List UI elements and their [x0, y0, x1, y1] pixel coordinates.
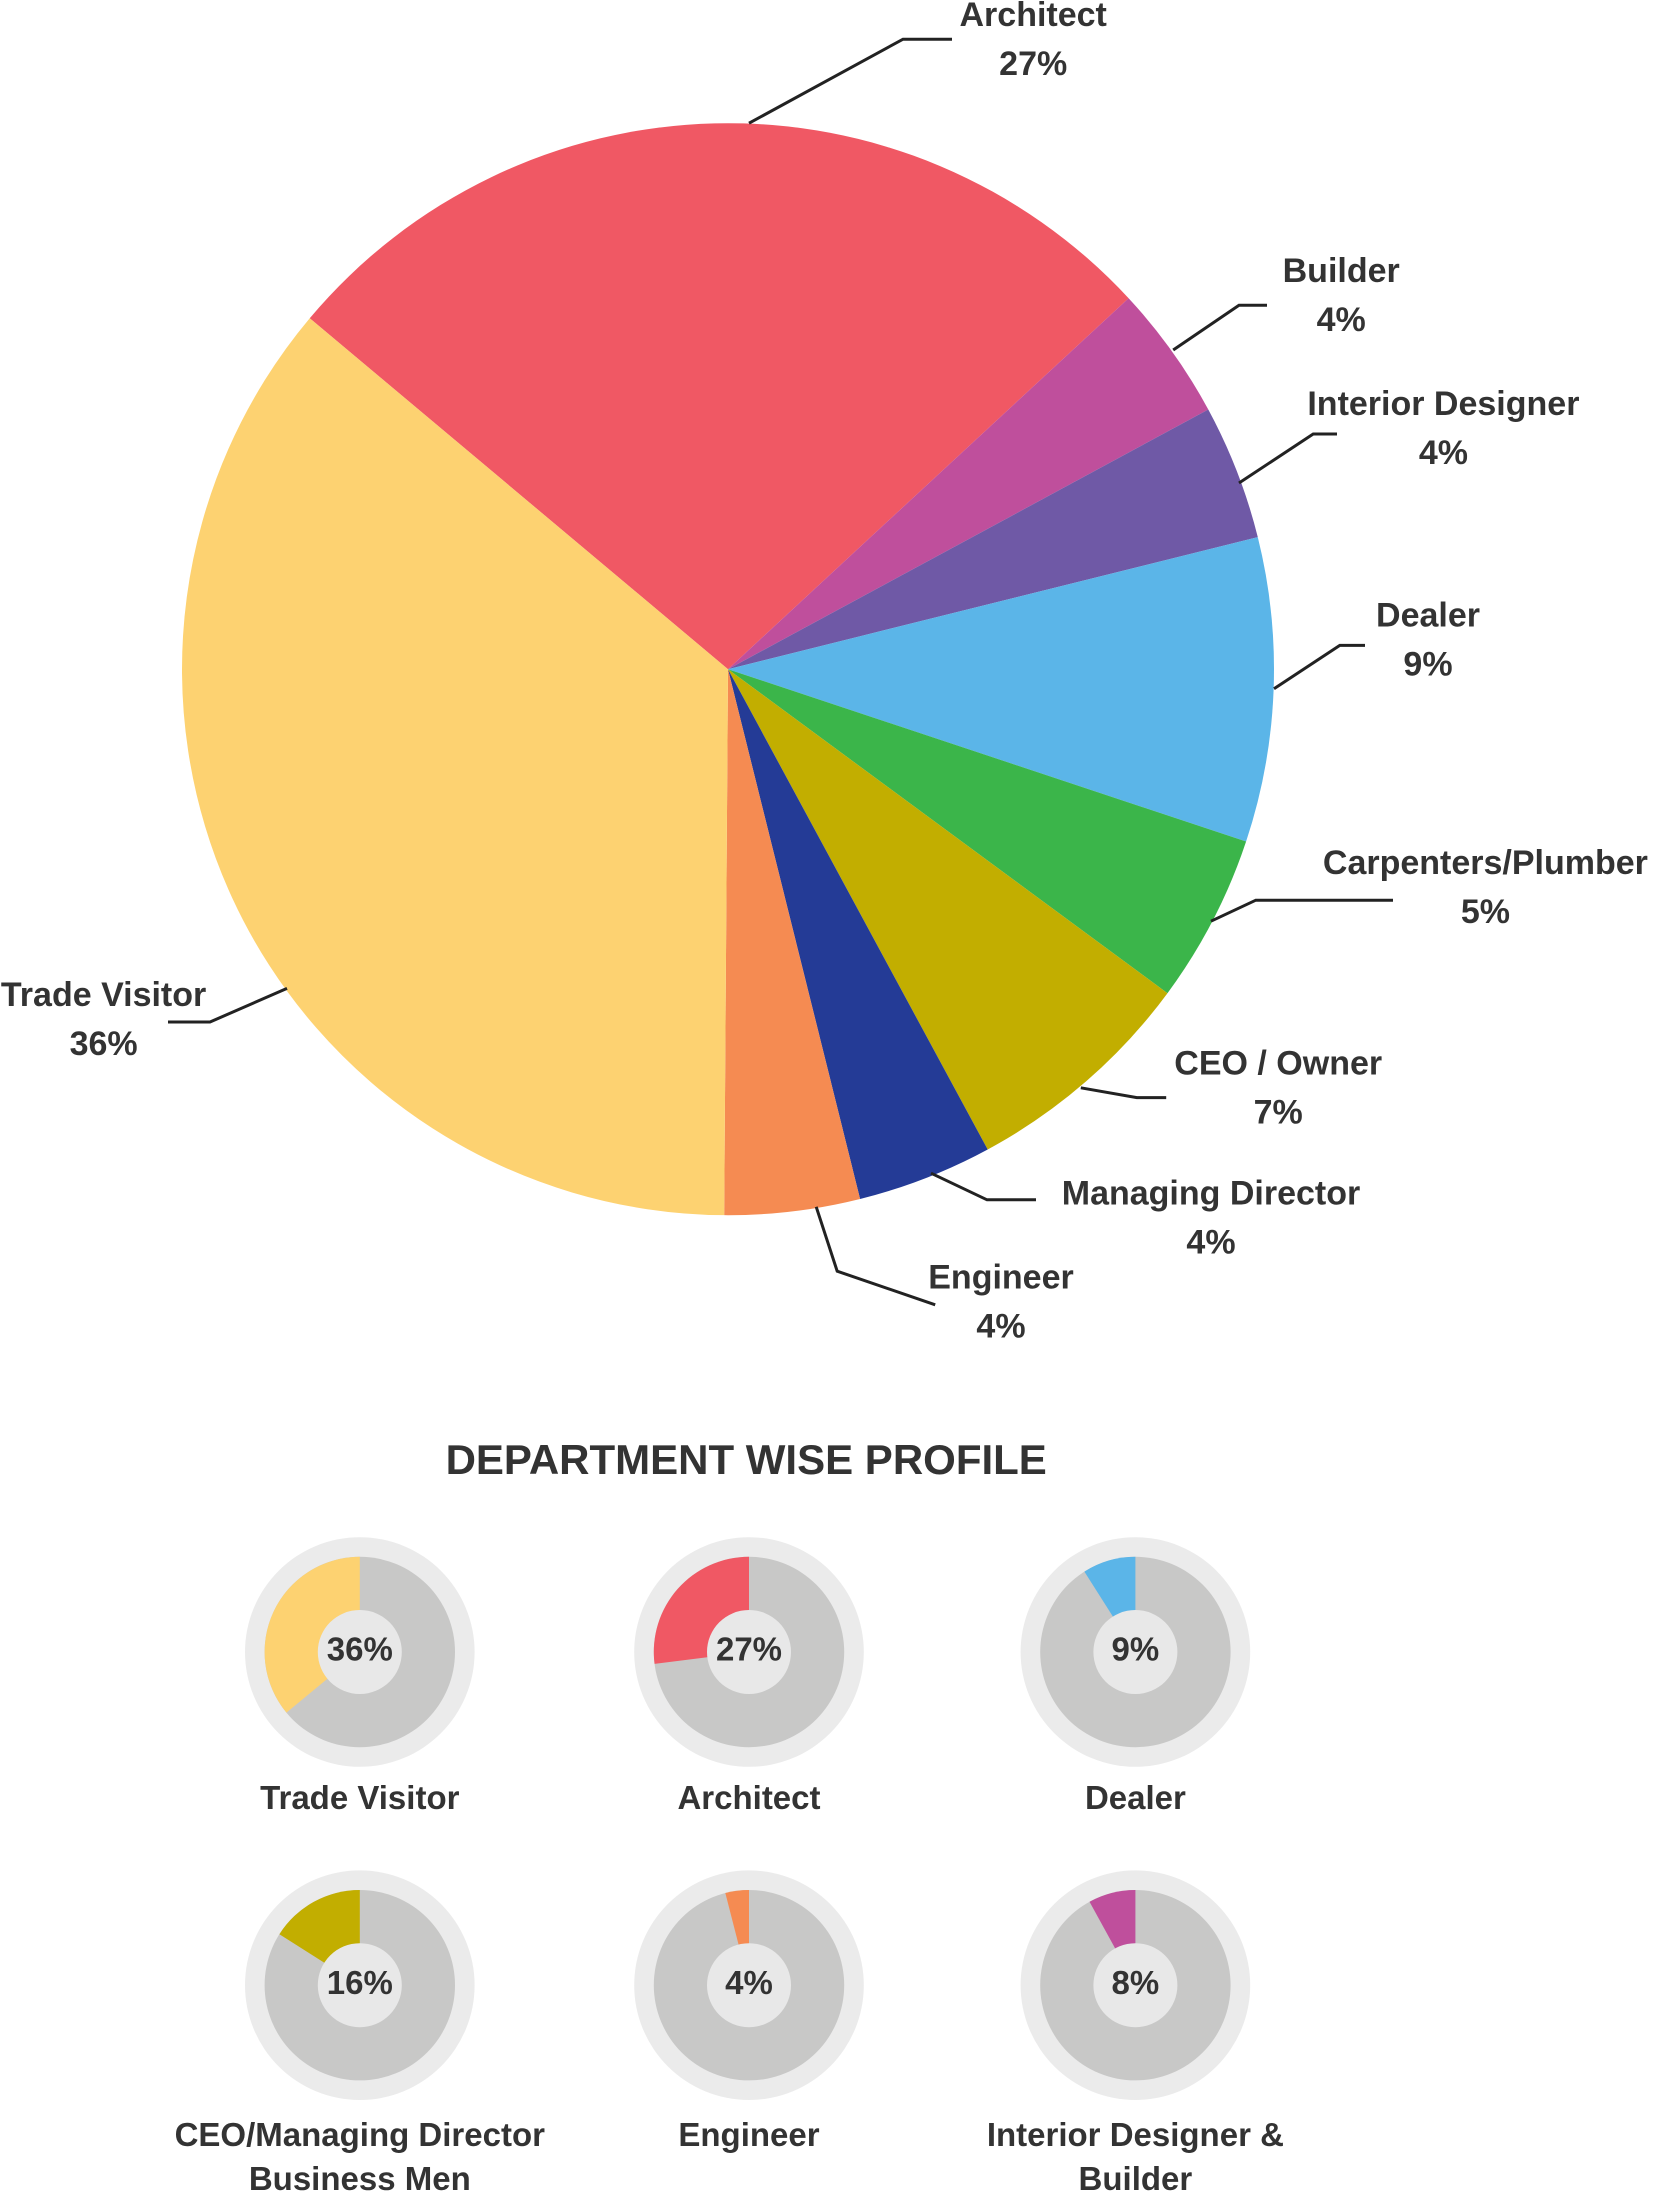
slice-value: 5% [1461, 893, 1510, 931]
donut-label: Interior Designer & Builder [986, 2116, 1284, 2197]
pie-slice [309, 123, 1129, 670]
slice-label: Interior Designer [1307, 385, 1579, 423]
slice-label: Architect [960, 0, 1107, 34]
leader-line [1238, 432, 1337, 485]
pie-slice [181, 318, 728, 1216]
pie-slice [728, 409, 1258, 670]
slice-value: 4% [1186, 1224, 1235, 1262]
slice-value: 4% [1317, 301, 1366, 339]
donut-label: Engineer [678, 2116, 820, 2153]
donut-value: 36% [327, 1631, 393, 1668]
pie-slice [728, 669, 1168, 1150]
leader-line [1273, 643, 1365, 691]
slice-value: 7% [1254, 1093, 1303, 1131]
leader-line [1210, 898, 1393, 923]
donut-value: 16% [327, 1964, 393, 2001]
donut-center [1093, 1943, 1178, 2028]
slice-value: 27% [999, 45, 1067, 83]
donut-center [707, 1943, 791, 2028]
slice-value: 4% [1419, 434, 1468, 472]
leader-line [814, 1206, 936, 1307]
donut-value: 8% [1112, 1964, 1160, 2001]
slice-value: 4% [976, 1308, 1025, 1346]
slice-label: Builder [1283, 252, 1400, 290]
donut-center [707, 1610, 791, 1694]
pie-slice [724, 669, 861, 1216]
slice-label: Managing Director [1062, 1175, 1360, 1213]
slice-label: Dealer [1376, 596, 1480, 634]
leader-line [168, 987, 288, 1024]
donut-segment [264, 1556, 360, 1713]
slice-label: Carpenters/Plumber [1323, 844, 1648, 882]
pie-slice [728, 669, 1247, 994]
donut-value: 4% [725, 1964, 773, 2001]
slice-label: CEO / Owner [1174, 1044, 1382, 1082]
slice-label: Engineer [928, 1259, 1073, 1297]
donut-center [1093, 1610, 1178, 1694]
donut-value: 9% [1112, 1631, 1160, 1668]
leader-line [748, 37, 952, 125]
pie-slice [728, 537, 1274, 842]
donut-value: 27% [716, 1631, 782, 1668]
donut-center [317, 1943, 402, 2028]
slice-label: Trade Visitor [1, 976, 206, 1014]
donut-label: Dealer [1084, 1778, 1186, 1816]
slice-value: 36% [70, 1025, 138, 1063]
leader-line [1080, 1086, 1167, 1100]
pie-slice [728, 669, 988, 1199]
donut-label: Trade Visitor [260, 1778, 460, 1816]
pie-slice [728, 298, 1209, 670]
donut-label: CEO/Managing Director Business Men [174, 2116, 545, 2197]
donut-label: Architect [677, 1778, 821, 1816]
leader-line [1172, 303, 1267, 352]
donut-center [317, 1610, 402, 1694]
section-title: DEPARTMENT WISE PROFILE [446, 1436, 1047, 1483]
slice-value: 9% [1403, 645, 1452, 683]
leader-line [930, 1171, 1036, 1202]
